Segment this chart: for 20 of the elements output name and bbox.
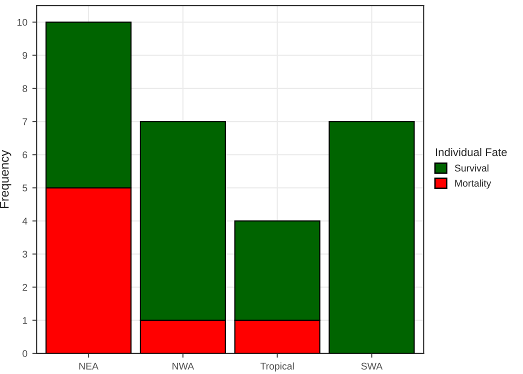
legend-label: Mortality	[455, 180, 492, 189]
x-tick-label: NWA	[172, 362, 194, 370]
y-tick-label: 8	[22, 85, 28, 92]
legend-label: Survival	[454, 164, 488, 172]
y-tick-label: 0	[22, 350, 28, 358]
y-tick-label: 10	[18, 18, 28, 26]
y-tick-label: 5	[22, 184, 28, 192]
bar	[328, 120, 415, 354]
y-tick-label: 2	[22, 284, 28, 291]
y-tick-label: 4	[22, 218, 28, 224]
y-axis-title: Frequency	[0, 150, 12, 208]
x-tick-label: SWA	[361, 362, 383, 370]
x-tick-label: Tropical	[260, 362, 294, 372]
y-tick-label: 9	[22, 52, 28, 59]
x-tick-label: NEA	[79, 362, 99, 370]
y-tick-label: 1	[22, 317, 28, 324]
y-tick-label: 3	[22, 250, 28, 258]
legend-title: Individual Fate	[436, 148, 507, 156]
y-tick-label: 6	[22, 151, 28, 158]
y-tick-label: 7	[22, 118, 28, 126]
